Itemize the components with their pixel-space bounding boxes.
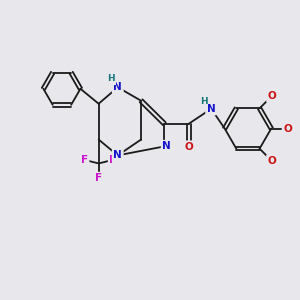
Text: N: N (162, 141, 171, 152)
Text: N: N (113, 82, 122, 92)
Text: N: N (207, 104, 216, 114)
Text: O: O (283, 124, 292, 134)
Text: F: F (110, 155, 116, 166)
Text: O: O (184, 142, 193, 152)
Text: O: O (268, 156, 277, 166)
Text: H: H (107, 74, 115, 83)
Text: H: H (200, 97, 207, 106)
Text: N: N (113, 150, 122, 161)
Text: O: O (268, 92, 277, 101)
Text: F: F (81, 155, 88, 166)
Text: F: F (95, 173, 102, 183)
